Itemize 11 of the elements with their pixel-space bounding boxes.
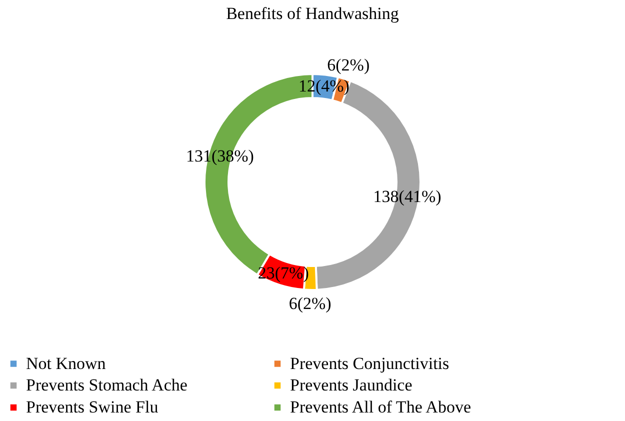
- legend-label: Prevents Stomach Ache: [26, 376, 188, 394]
- data-label: 6(2%): [288, 294, 332, 313]
- legend-label: Prevents Conjunctivitis: [290, 354, 450, 373]
- legend-label: Prevents All of The Above: [290, 398, 471, 416]
- data-label: 138(41%): [373, 187, 442, 206]
- legend-label: Not Known: [26, 354, 106, 373]
- data-label: 6(2%): [327, 55, 370, 74]
- data-label: 12(4%): [298, 76, 350, 96]
- legend-label: Prevents Jaundice: [290, 376, 412, 394]
- legend-label: Prevents Swine Flu: [26, 398, 159, 416]
- chart-title: Benefits of Handwashing: [226, 4, 400, 23]
